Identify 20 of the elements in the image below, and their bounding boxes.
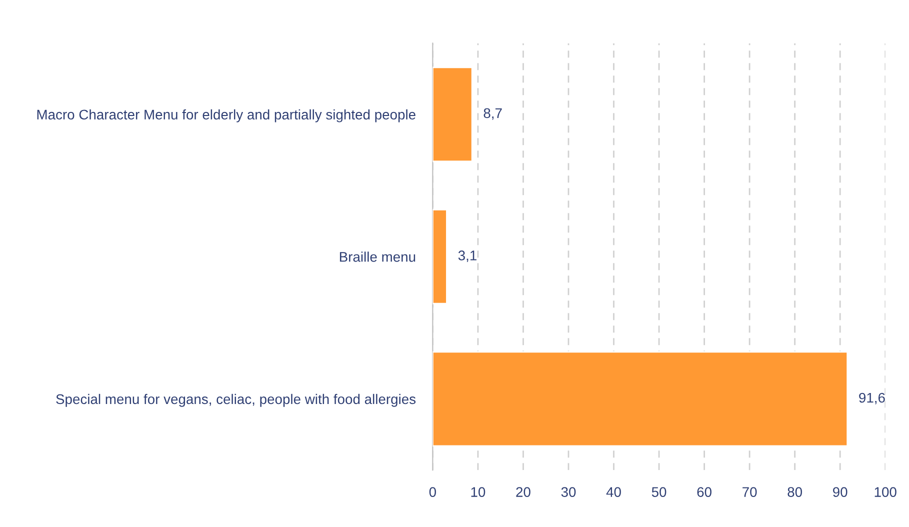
bar [432,66,473,162]
x-tick-label: 30 [561,487,576,497]
x-tick-label: 10 [471,487,486,497]
bar [432,351,848,447]
bar [432,209,448,304]
data-label: 8,7 [484,108,502,120]
x-tick-label: 0 [429,487,436,497]
y-tick-label: Braille menu [340,252,416,262]
y-tick-label: Special menu for vegans, celiac, people with food allergies [56,394,416,407]
x-tick-label: 60 [697,487,712,497]
x-tick-label: 20 [516,487,530,497]
x-tick-label: 90 [833,487,848,497]
x-tick-label: 80 [788,487,802,497]
y-tick-label: Macro Character Menu for elderly and partially sighted people [37,109,416,122]
x-tick-label: 40 [606,487,621,497]
data-label: 3,1 [458,250,476,262]
x-tick-label: 100 [874,487,896,497]
data-label: 91,6 [859,392,885,404]
x-tick-label: 70 [742,487,757,497]
x-tick-label: 50 [652,487,666,497]
